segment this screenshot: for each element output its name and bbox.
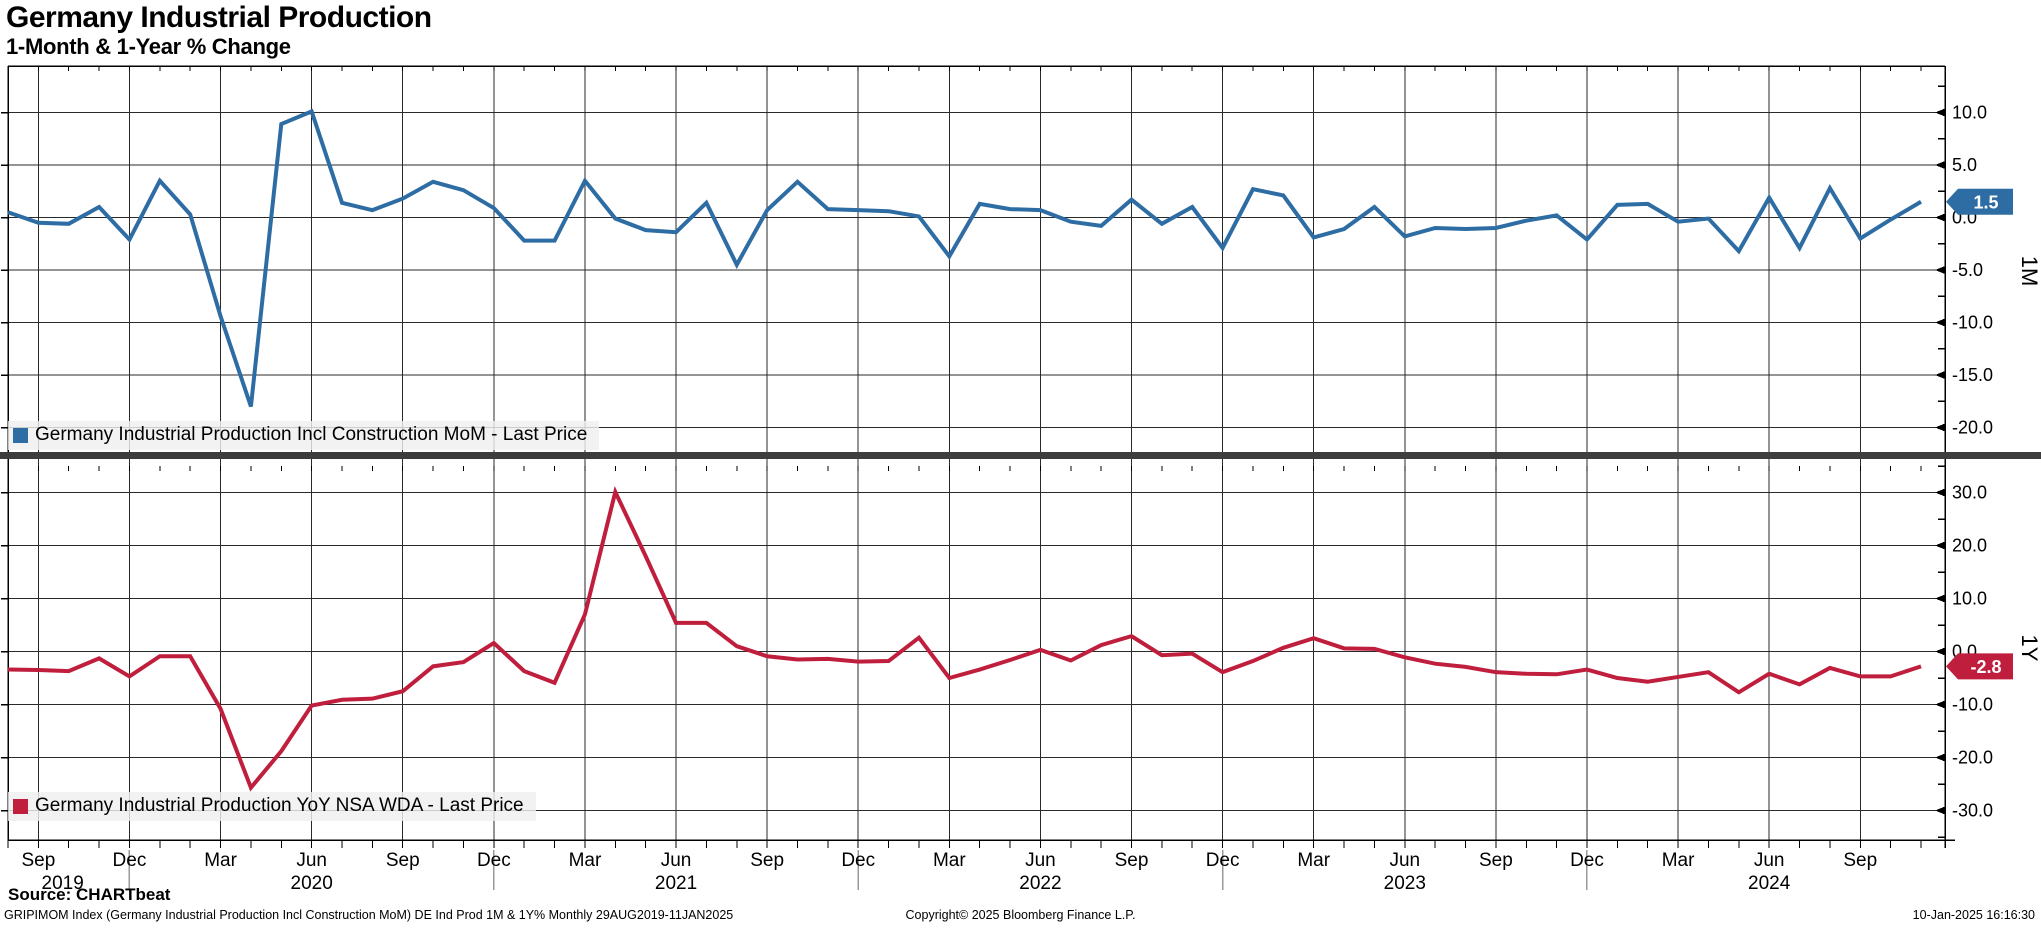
svg-text:Sep: Sep: [750, 850, 784, 871]
svg-text:Sep: Sep: [1843, 850, 1877, 871]
chart-subtitle: 1-Month & 1-Year % Change: [6, 34, 291, 59]
axes: [0, 65, 2041, 890]
svg-text:Mar: Mar: [1297, 850, 1330, 871]
footer-copyright: Copyright© 2025 Bloomberg Finance L.P.: [905, 908, 1136, 922]
page-title: Germany Industrial Production: [6, 1, 432, 34]
svg-text:-15.0: -15.0: [1952, 365, 1993, 385]
svg-text:1.5: 1.5: [1973, 192, 1998, 212]
last-value-badge-1m: [1946, 188, 2013, 215]
svg-text:Dec: Dec: [841, 850, 875, 871]
svg-text:Sep: Sep: [21, 850, 55, 871]
footer-ticker-info: GRIPIMOM Index (Germany Industrial Produ…: [4, 908, 734, 922]
svg-text:10.0: 10.0: [1952, 103, 1987, 123]
legend-yoy: Germany Industrial Production YoY NSA WD…: [8, 792, 536, 821]
svg-text:Dec: Dec: [113, 850, 147, 871]
axis-labels: 10.05.00.0-5.0-10.0-15.0-20.01M30.020.01…: [21, 103, 2041, 895]
svg-text:Jun: Jun: [1025, 850, 1056, 871]
svg-text:2023: 2023: [1384, 873, 1426, 894]
series-line-1y: [7, 486, 1922, 792]
svg-text:Jun: Jun: [296, 850, 327, 871]
footer-timestamp: 10-Jan-2025 16:16:30: [1912, 908, 2035, 922]
svg-text:Sep: Sep: [1115, 850, 1149, 871]
svg-text:Mar: Mar: [204, 850, 237, 871]
svg-text:-30.0: -30.0: [1952, 801, 1993, 821]
svg-text:10.0: 10.0: [1952, 589, 1987, 609]
svg-text:20.0: 20.0: [1952, 536, 1987, 556]
legend-mom: Germany Industrial Production Incl Const…: [8, 421, 600, 450]
svg-text:30.0: 30.0: [1952, 483, 1987, 503]
yoy-series-marker-icon: [13, 798, 28, 814]
last-value-badge-1y: [1946, 653, 2013, 680]
svg-text:Dec: Dec: [1570, 850, 1604, 871]
svg-text:-20.0: -20.0: [1952, 418, 1993, 438]
svg-text:Sep: Sep: [1479, 850, 1513, 871]
series-lines: [7, 108, 1923, 792]
legend-mom-label: Germany Industrial Production Incl Const…: [35, 424, 588, 445]
svg-text:2020: 2020: [291, 873, 333, 894]
svg-text:5.0: 5.0: [1952, 155, 1977, 175]
svg-text:Jun: Jun: [1389, 850, 1420, 871]
svg-text:Jun: Jun: [661, 850, 692, 871]
svg-text:Sep: Sep: [386, 850, 420, 871]
svg-text:-5.0: -5.0: [1952, 260, 1983, 280]
svg-text:2021: 2021: [655, 873, 697, 894]
svg-text:Dec: Dec: [477, 850, 511, 871]
svg-text:Jun: Jun: [1754, 850, 1785, 871]
source-label: Source: CHARTbeat: [8, 885, 171, 904]
mom-series-marker-icon: [13, 427, 28, 443]
svg-text:2019: 2019: [42, 873, 84, 894]
axis-title-1y: 1Y: [2017, 635, 2041, 662]
panel-divider: [0, 452, 2041, 459]
svg-text:-20.0: -20.0: [1952, 748, 1993, 768]
footer: GRIPIMOM Index (Germany Industrial Produ…: [0, 908, 2041, 928]
svg-text:Mar: Mar: [1662, 850, 1695, 871]
svg-text:2022: 2022: [1019, 873, 1061, 894]
axis-title-1m: 1M: [2017, 256, 2041, 287]
svg-text:-10.0: -10.0: [1952, 313, 1993, 333]
svg-text:-2.8: -2.8: [1970, 657, 2001, 677]
svg-text:2024: 2024: [1748, 873, 1791, 894]
last-value-badges: 1.5 -2.8: [1946, 188, 2013, 680]
series-line-1m: [7, 108, 1923, 408]
svg-text:Dec: Dec: [1206, 850, 1240, 871]
legend-yoy-label: Germany Industrial Production YoY NSA WD…: [35, 795, 524, 816]
svg-text:-10.0: -10.0: [1952, 695, 1993, 715]
svg-text:Mar: Mar: [933, 850, 966, 871]
svg-text:Mar: Mar: [569, 850, 602, 871]
